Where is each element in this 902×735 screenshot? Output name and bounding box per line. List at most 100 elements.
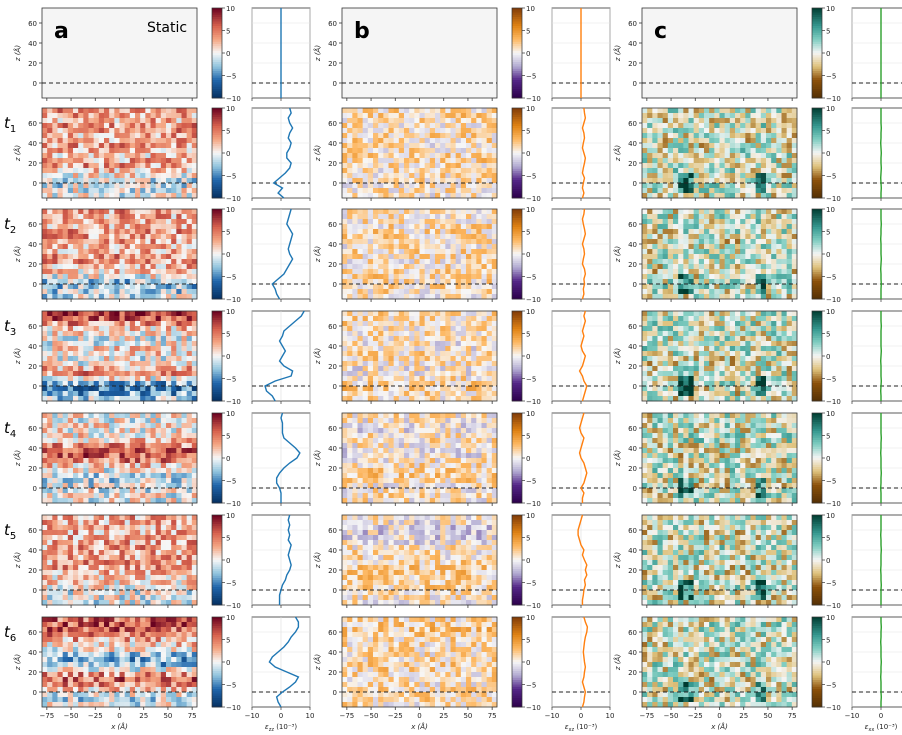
- heatmap-cell: [171, 326, 177, 332]
- heatmap-cell: [150, 113, 156, 119]
- heatmap-cell: [150, 128, 156, 134]
- heatmap-cell: [42, 259, 48, 265]
- heatmap-cell: [67, 249, 74, 255]
- heatmap-cell: [166, 224, 172, 230]
- heatmap-cell: [140, 550, 146, 556]
- heatmap-cell: [440, 113, 446, 119]
- heatmap-cell: [52, 188, 58, 194]
- colorbar-segment: [212, 449, 222, 452]
- heatmap-cell: [150, 123, 156, 129]
- heatmap-cell: [171, 443, 177, 449]
- heatmap-cell: [129, 540, 136, 546]
- heatmap-cell: [114, 249, 120, 255]
- heatmap-cell: [150, 224, 156, 230]
- heatmap-cell: [57, 590, 63, 596]
- heatmap-cell: [357, 163, 363, 169]
- colorbar-segment: [212, 600, 222, 604]
- heatmap-cell: [181, 525, 187, 531]
- heatmap-cell: [67, 158, 74, 164]
- heatmap-cell: [486, 128, 493, 134]
- colorbar-segment: [212, 180, 222, 183]
- colorbar-segment: [212, 287, 222, 291]
- heatmap-cell: [155, 148, 162, 154]
- heatmap-cell: [191, 234, 198, 240]
- heatmap-cell: [135, 284, 141, 290]
- heatmap-cell: [42, 667, 48, 673]
- colorbar-segment: [212, 66, 222, 70]
- heatmap-cell: [378, 138, 384, 144]
- heatmap-cell: [481, 178, 487, 184]
- heatmap-cell: [491, 148, 498, 154]
- heatmap-cell: [73, 173, 79, 179]
- heatmap-cell: [98, 632, 105, 638]
- heatmap-cell: [145, 662, 151, 668]
- heatmap-cell: [47, 565, 53, 571]
- heatmap-cell: [393, 249, 400, 255]
- colorbar-segment: [512, 171, 522, 174]
- heatmap-cell: [119, 244, 125, 250]
- heatmap-cell: [166, 341, 172, 347]
- colorbar-tick-label: 0: [526, 150, 530, 158]
- heatmap-cell: [424, 138, 431, 144]
- heatmap-cell: [160, 274, 167, 280]
- heatmap-cell: [476, 254, 482, 260]
- heatmap-cell: [83, 682, 89, 688]
- heatmap-cell: [424, 168, 431, 174]
- heatmap-cell: [42, 418, 48, 424]
- heatmap-cell: [186, 321, 193, 327]
- heatmap-cell: [73, 520, 79, 526]
- heatmap-cell: [78, 274, 84, 280]
- heatmap-cell: [460, 148, 467, 154]
- heatmap-cell: [145, 493, 151, 499]
- heatmap-cell: [181, 366, 187, 372]
- heatmap-cell: [424, 224, 431, 230]
- heatmap-cell: [455, 168, 462, 174]
- heatmap-cell: [52, 336, 58, 342]
- heatmap-cell: [166, 371, 172, 377]
- heatmap-cell: [383, 138, 389, 144]
- colorbar-segment: [212, 110, 222, 113]
- heatmap-cell: [73, 214, 79, 220]
- colorbar-segment: [212, 148, 222, 152]
- heatmap-cell: [140, 128, 146, 134]
- heatmap-cell: [404, 239, 410, 245]
- heatmap-cell: [181, 667, 187, 673]
- heatmap-cell: [52, 214, 58, 220]
- heatmap-cell: [409, 113, 415, 119]
- heatmap-cell: [73, 386, 79, 392]
- heatmap-cell: [47, 326, 53, 332]
- heatmap-cell: [93, 687, 100, 693]
- heatmap-cell: [171, 498, 177, 504]
- heatmap-cell: [52, 391, 58, 397]
- heatmap-cell: [52, 617, 58, 623]
- colorbar-segment: [212, 426, 222, 430]
- colorbar-segment: [212, 433, 222, 436]
- heatmap-cell: [93, 483, 100, 489]
- heatmap-cell: [342, 274, 348, 280]
- heatmap-cell: [398, 138, 405, 144]
- heatmap-cell: [362, 269, 369, 275]
- heatmap-cell: [409, 133, 415, 139]
- heatmap-cell: [155, 433, 162, 439]
- heatmap-cell: [104, 642, 110, 648]
- heatmap-cell: [57, 525, 63, 531]
- heatmap-cell: [160, 413, 167, 419]
- heatmap-cell: [455, 224, 462, 230]
- heatmap-cell: [450, 143, 456, 149]
- heatmap-cell: [186, 493, 193, 499]
- heatmap-cell: [98, 254, 105, 260]
- heatmap-cell: [88, 391, 94, 397]
- heatmap-cell: [73, 336, 79, 342]
- heatmap-cell: [67, 138, 74, 144]
- colorbar-segment: [212, 75, 222, 79]
- heatmap-cell: [435, 173, 441, 179]
- heatmap-cell: [140, 498, 146, 504]
- heatmap-cell: [362, 279, 369, 285]
- heatmap-cell: [186, 627, 193, 633]
- heatmap-cell: [455, 254, 462, 260]
- heatmap-cell: [145, 423, 151, 429]
- heatmap-cell: [455, 188, 462, 194]
- heatmap-cell: [445, 128, 451, 134]
- colorbar-segment: [512, 82, 522, 85]
